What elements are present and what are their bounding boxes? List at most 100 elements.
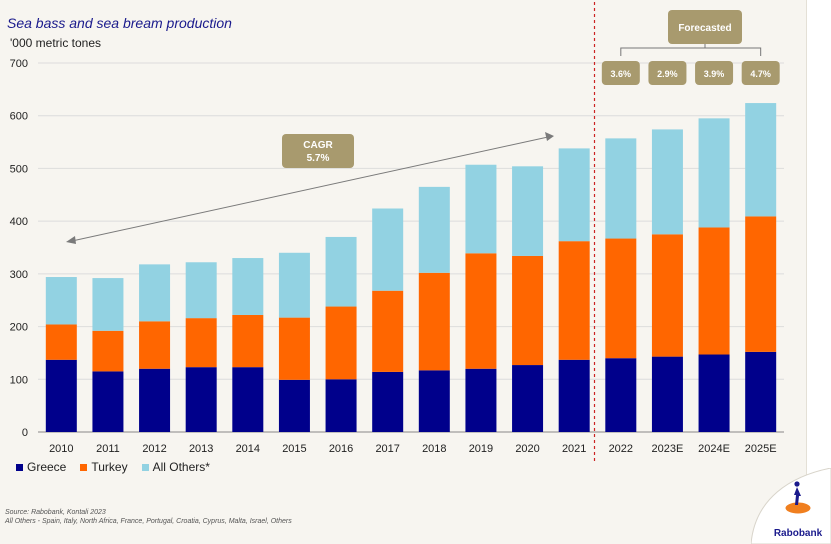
cagr-arrowhead-left [66,236,76,244]
brand-name: Rabobank [774,528,823,539]
y-tick-label: 400 [10,216,28,228]
x-tick-label: 2010 [49,443,73,455]
bar-allothers-2010 [45,277,77,325]
bar-greece-2016 [325,379,357,432]
growth-rate-badge [695,61,734,85]
x-tick-label: 2014 [236,443,260,455]
y-tick-label: 200 [10,322,28,334]
bar-allothers-2024E [698,118,730,228]
bar-turkey-2018 [418,272,450,371]
x-tick-label: 2013 [189,443,213,455]
bar-greece-2010 [45,359,77,432]
x-tick-label: 2019 [469,443,493,455]
growth-rate-badge [648,61,687,85]
bar-turkey-2021 [558,241,590,360]
bar-greece-2011 [92,371,124,432]
bar-allothers-2017 [372,208,404,291]
bar-greece-2021 [558,359,590,432]
y-tick-label: 300 [10,269,28,281]
annotations: CAGR 5.7% Forecasted 3.6% 2.9% 3.9% 4.7% [66,2,780,462]
legend: Greece Turkey All Others* [16,460,210,474]
growth-rate-badge [601,61,640,85]
x-tick-label: 2015 [282,443,306,455]
bar-allothers-2013 [185,262,217,319]
bar-allothers-2020 [512,166,544,256]
bar-greece-2014 [232,367,264,432]
bar-turkey-2014 [232,314,264,368]
bar-allothers-2022 [605,138,637,239]
x-tick-label: 2016 [329,443,353,455]
others-footnote: All Others - Spain, Italy, North Africa,… [5,518,292,525]
legend-swatch-greece [16,463,23,471]
bar-turkey-2020 [512,255,544,366]
bar-greece-2020 [512,365,544,432]
cagr-label: CAGR [303,140,333,151]
legend-item-greece: Greece [16,460,66,474]
y-tick-label: 600 [10,111,28,123]
bar-allothers-2023E [651,129,683,235]
bar-turkey-2022 [605,238,637,359]
growth-rate-label: 3.6% [611,69,632,79]
growth-rate-label: 3.9% [704,69,725,79]
bar-allothers-2012 [139,264,171,322]
growth-rate-label: 4.7% [750,69,771,79]
bars [45,103,777,432]
cagr-trend-line [71,136,549,242]
bar-allothers-2025E [745,103,777,217]
bar-greece-2023E [651,356,683,432]
chart-title: Sea bass and sea bream production [7,15,232,31]
growth-rate-label: 2.9% [657,69,678,79]
bar-greece-2017 [372,371,404,432]
bar-greece-2024E [698,354,730,432]
y-tick-label: 100 [10,374,28,386]
legend-swatch-turkey [80,463,88,471]
x-tick-label: 2024E [698,443,730,455]
bar-greece-2012 [139,368,171,432]
bar-turkey-2023E [651,234,683,357]
cagr-badge [282,134,354,168]
x-tick-label: 2018 [422,443,446,455]
y-axis-ticks: 0 100 200 300 400 500 600 700 [10,58,28,439]
x-tick-label: 2022 [609,443,633,455]
bar-turkey-2024E [698,227,730,355]
bar-turkey-2013 [185,318,217,368]
bar-turkey-2017 [372,290,404,372]
bar-greece-2018 [418,370,450,432]
bar-allothers-2016 [325,236,357,307]
x-tick-label: 2011 [96,443,120,455]
bar-greece-2025E [745,351,777,432]
bar-allothers-2018 [418,186,450,273]
bar-turkey-2019 [465,253,497,369]
legend-swatch-others [141,463,149,471]
x-tick-label: 2020 [515,443,539,455]
y-axis-unit-label: '000 metric tones [10,36,102,50]
x-tick-label: 2021 [562,443,586,455]
legend-label-others: All Others* [152,460,210,474]
forecast-bracket [620,44,762,56]
bar-greece-2015 [278,379,310,432]
legend-label-greece: Greece [27,460,67,474]
source-line: Source: Rabobank, Kontali 2023 [5,509,106,516]
bar-greece-2013 [185,367,217,432]
bar-turkey-2012 [139,321,171,369]
y-tick-label: 700 [10,58,28,70]
bar-allothers-2019 [465,164,497,254]
bar-turkey-2015 [278,317,310,380]
cagr-arrowhead-right [545,132,554,141]
y-tick-label: 500 [10,163,28,175]
rabobank-logo: Rabobank [751,468,831,544]
source-note: Source: Rabobank, Kontali 2023 All Other… [5,508,292,526]
bar-allothers-2011 [92,278,124,331]
x-tick-label: 2017 [375,443,399,455]
bar-greece-2022 [605,358,637,432]
bar-turkey-2010 [45,324,77,360]
x-axis-ticks: 2010 2011 2012 2013 2014 2015 2016 2017 2018 2019… [49,443,777,455]
bar-allothers-2015 [278,252,310,318]
bar-turkey-2016 [325,306,357,380]
bar-turkey-2011 [92,330,124,372]
forecasted-label: Forecasted [678,23,731,34]
y-tick-label: 0 [22,427,28,439]
x-tick-label: 2025E [745,443,777,455]
